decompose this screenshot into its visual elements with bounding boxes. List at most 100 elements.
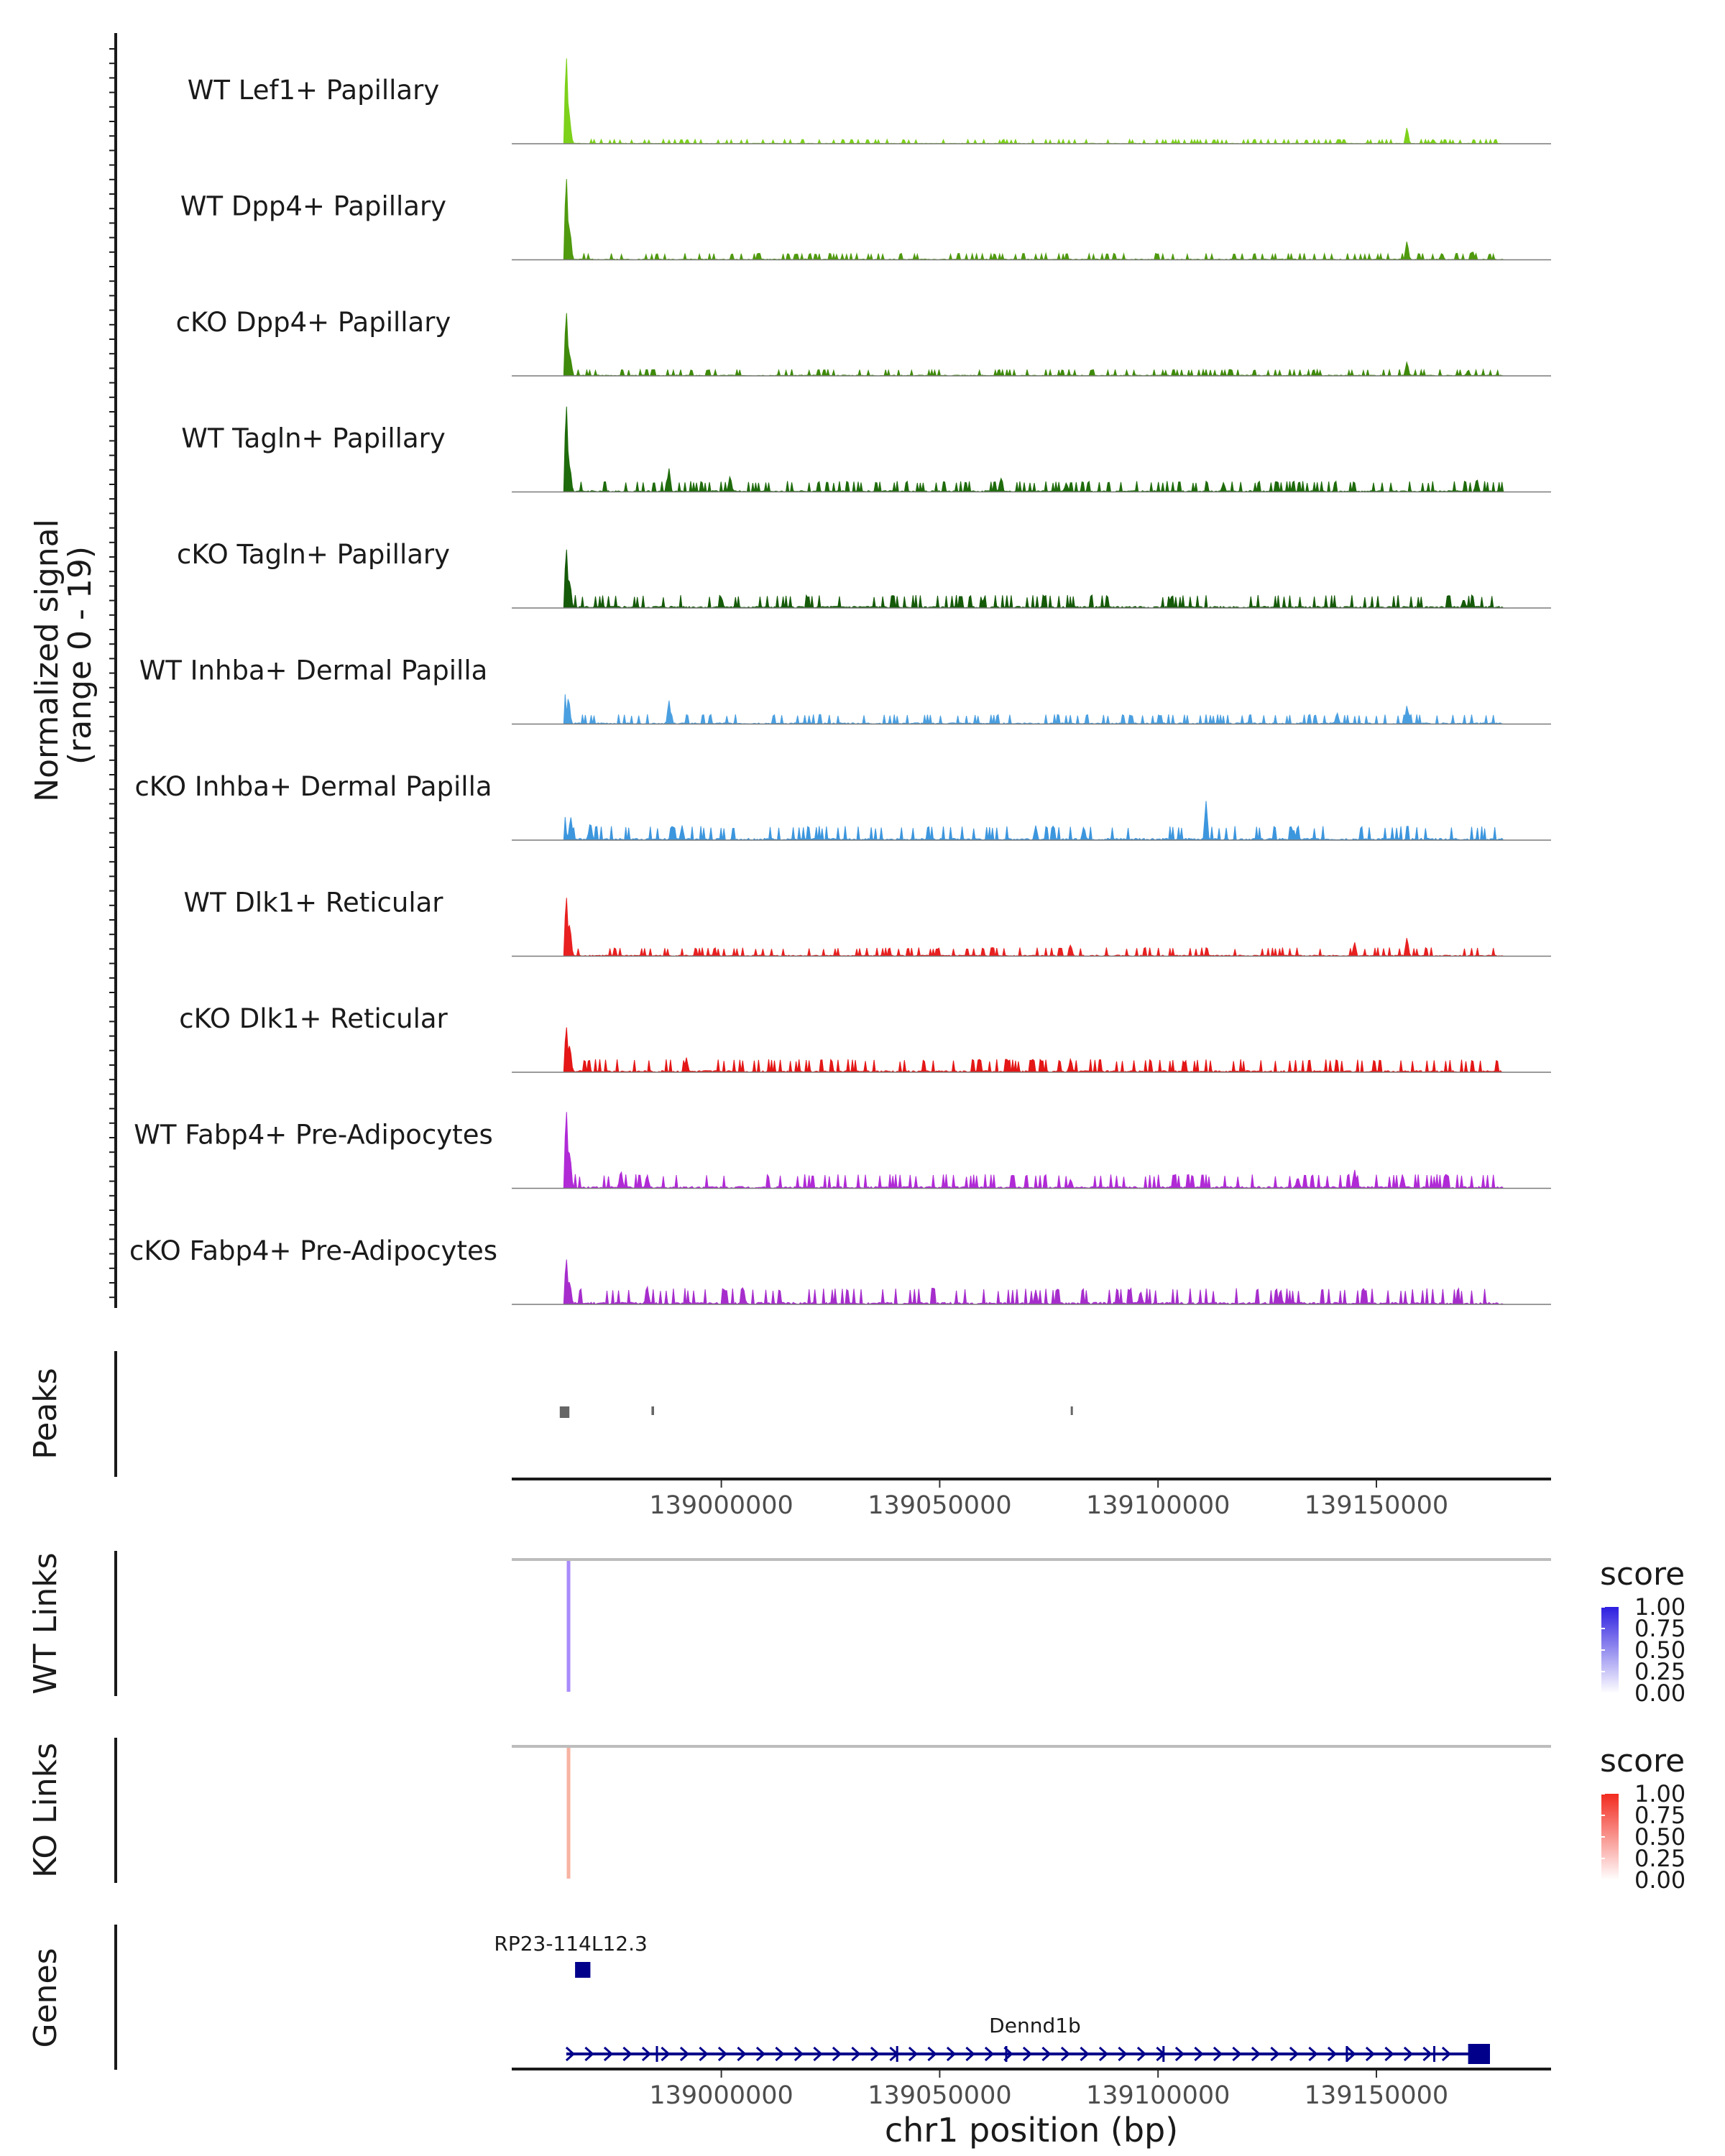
strand-arrow	[661, 2046, 671, 2062]
strand-arrow	[603, 2046, 614, 2062]
strand-arrow	[1194, 2046, 1204, 2062]
strand-arrow	[1174, 2046, 1185, 2062]
x-axis-ticks-top: 139000000 139050000 139100000 139150000	[649, 1480, 1448, 1520]
coverage-track: cKO Dpp4+ Papillary	[176, 307, 1551, 377]
strand-arrow	[851, 2046, 861, 2062]
strand-arrow	[679, 2046, 690, 2062]
peaks-panel: Peaks 139000000 139050000 139100000 1391500…	[27, 1351, 1551, 1520]
gene-exon	[1468, 2044, 1490, 2064]
gene-exon	[575, 1962, 591, 1978]
strand-arrow	[641, 2046, 652, 2062]
strand-arrow	[908, 2046, 919, 2062]
strand-arrow	[1251, 2046, 1261, 2062]
gene-exon	[1005, 2046, 1008, 2062]
genes-label: Genes	[27, 1948, 64, 2047]
strand-arrow	[565, 2046, 576, 2062]
track-label: cKO Fabp4+ Pre-Adipocytes	[129, 1235, 497, 1266]
gene-model: Dennd1b	[565, 2014, 1490, 2064]
coverage-area	[512, 694, 1551, 725]
legend-title: score	[1600, 1556, 1685, 1593]
strand-arrow	[755, 2046, 766, 2062]
track-label: WT Fabp4+ Pre-Adipocytes	[134, 1120, 492, 1151]
strand-arrow	[1441, 2046, 1452, 2062]
strand-arrow	[1232, 2046, 1242, 2062]
x-tick-label: 139100000	[1086, 1491, 1230, 1520]
coverage-area	[512, 406, 1551, 493]
y-axis-ticks	[109, 48, 116, 1299]
strand-arrow	[1060, 2046, 1071, 2062]
track-label: cKO Tagln+ Papillary	[177, 539, 450, 570]
track-label: WT Dlk1+ Reticular	[183, 888, 443, 918]
gene-model: RP23-114L12.3	[494, 1932, 648, 1978]
strand-arrow	[1346, 2046, 1356, 2062]
coverage-track: WT Inhba+ Dermal Papilla	[139, 655, 1551, 725]
y-axis-title-line1: Normalized signal	[29, 519, 65, 802]
coverage-area	[512, 313, 1551, 377]
coverage-tracks: WT Lef1+ Papillary WT Dpp4+ Papillary cKO …	[129, 58, 1551, 1306]
strand-arrow	[1289, 2046, 1300, 2062]
coverage-track: cKO Tagln+ Papillary	[177, 539, 1551, 609]
track-label: WT Tagln+ Papillary	[181, 423, 446, 454]
x-tick-label: 139000000	[649, 2081, 793, 2110]
coverage-area	[512, 1027, 1551, 1074]
strand-arrow	[984, 2046, 995, 2062]
legend-tick-label: 0.00	[1634, 1680, 1685, 1707]
legend-tick-label: 1.00	[1634, 1780, 1685, 1807]
strand-arrow	[794, 2046, 804, 2062]
coverage-area	[512, 1112, 1551, 1189]
legend-tick-label: 0.75	[1634, 1615, 1685, 1642]
x-axis-title: chr1 position (bp)	[885, 2111, 1178, 2150]
strand-arrow	[1270, 2046, 1280, 2062]
legend-tick-label: 0.25	[1634, 1658, 1685, 1685]
coverage-track: WT Tagln+ Papillary	[181, 406, 1551, 493]
strand-arrow	[832, 2046, 842, 2062]
coverage-area	[512, 549, 1551, 609]
y-axis-title-line2: (range 0 - 19)	[62, 546, 98, 765]
legend-tick-label: 1.00	[1634, 1593, 1685, 1621]
track-label: cKO Inhba+ Dermal Papilla	[134, 771, 492, 802]
strand-arrow	[1384, 2046, 1394, 2062]
strand-arrow	[622, 2046, 632, 2062]
legend-title: score	[1600, 1743, 1685, 1779]
strand-arrow	[1327, 2046, 1338, 2062]
gene-label: RP23-114L12.3	[494, 1932, 647, 1955]
x-tick-label: 139150000	[1305, 1491, 1448, 1520]
coverage-area	[512, 898, 1551, 957]
coverage-area	[512, 1259, 1551, 1306]
gene-exon	[1346, 2046, 1348, 2062]
strand-arrow	[737, 2046, 747, 2062]
y-axis-title: Normalized signal (range 0 - 19)	[29, 509, 98, 802]
coverage-track: WT Dlk1+ Reticular	[183, 888, 1551, 957]
coverage-track: WT Lef1+ Papillary	[188, 58, 1551, 145]
legend-tick-label: 0.25	[1634, 1845, 1685, 1872]
track-label: cKO Dpp4+ Papillary	[176, 307, 451, 338]
strand-arrow	[870, 2046, 880, 2062]
legend-tick-label: 0.50	[1634, 1636, 1685, 1664]
gene-exon	[1433, 2046, 1435, 2062]
legend-tick-label: 0.00	[1634, 1866, 1685, 1894]
strand-arrow	[1403, 2046, 1414, 2062]
track-label: WT Lef1+ Papillary	[188, 75, 439, 106]
links-label: WT Links	[27, 1552, 64, 1694]
strand-arrow	[927, 2046, 937, 2062]
track-label: WT Inhba+ Dermal Papilla	[139, 655, 488, 686]
strand-arrow	[813, 2046, 823, 2062]
track-label: WT Dpp4+ Papillary	[180, 191, 446, 222]
coverage-track: cKO Inhba+ Dermal Papilla	[134, 771, 1551, 841]
peak-region	[1070, 1406, 1073, 1415]
strand-arrow	[584, 2046, 594, 2062]
gene-exon	[656, 2046, 658, 2062]
coverage-track: WT Fabp4+ Pre-Adipocytes	[134, 1112, 1551, 1189]
gene-exon	[1162, 2046, 1165, 2062]
track-label: cKO Dlk1+ Reticular	[179, 1003, 448, 1034]
x-tick-label: 139100000	[1086, 2081, 1230, 2110]
coverage-track: cKO Fabp4+ Pre-Adipocytes	[129, 1235, 1551, 1306]
legend-tick-label: 0.50	[1634, 1823, 1685, 1851]
strand-arrow	[1098, 2046, 1109, 2062]
